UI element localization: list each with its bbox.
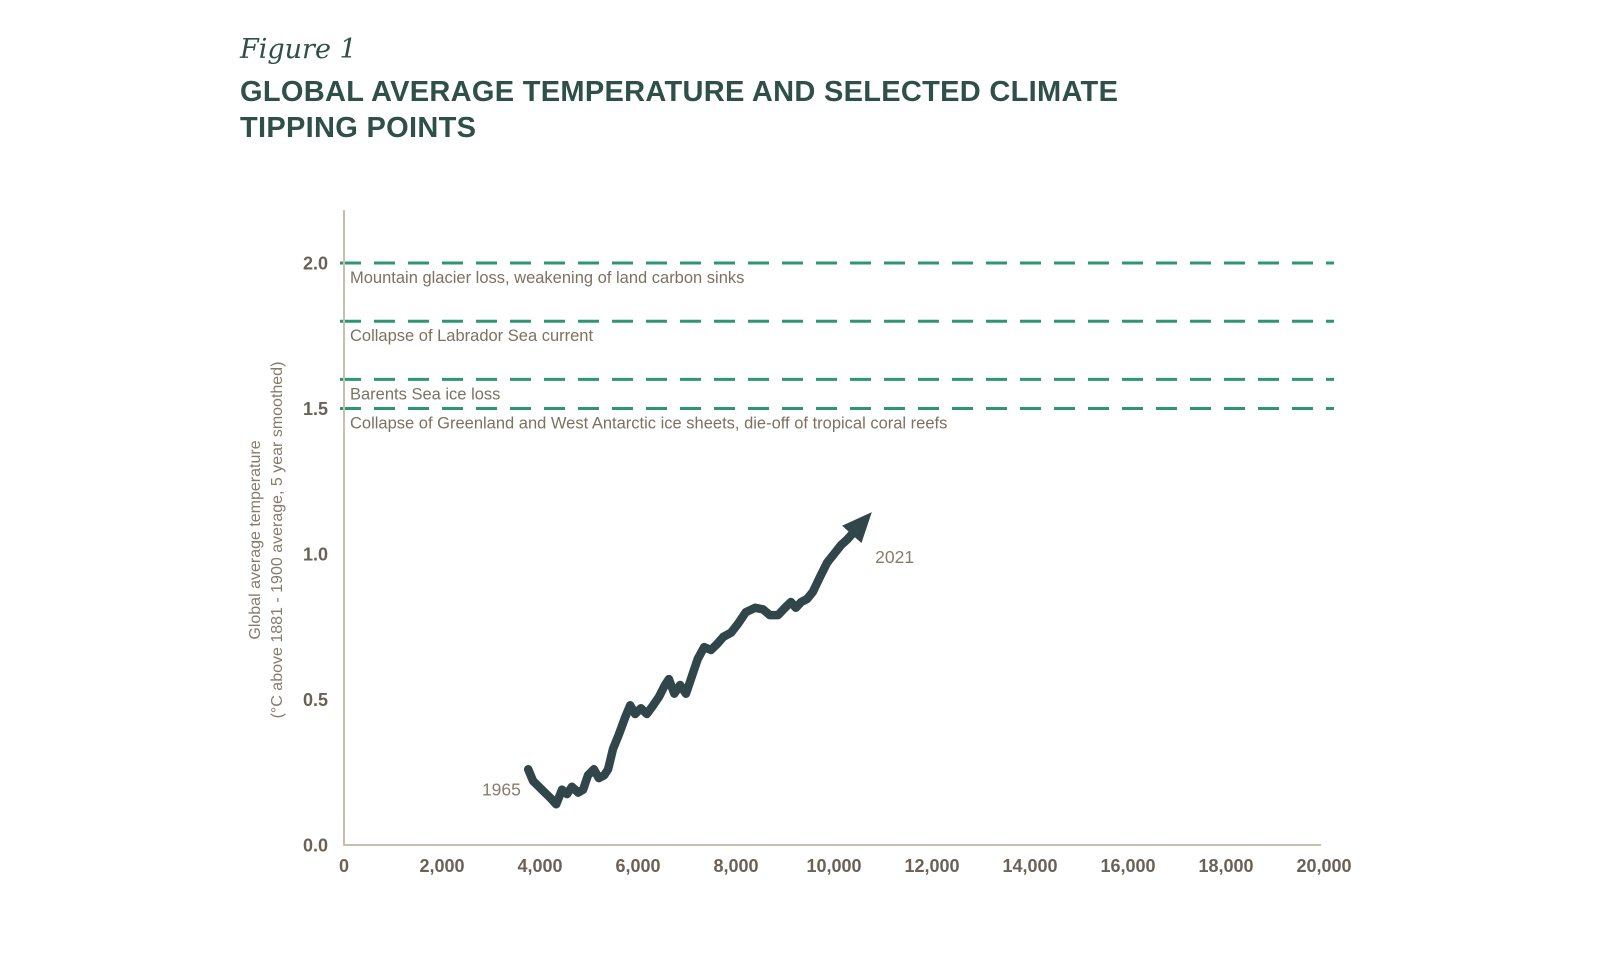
threshold-label: Barents Sea ice loss [350,385,500,403]
x-tick-label: 14,000 [1002,856,1057,876]
threshold-label: Mountain glacier loss, weakening of land… [350,269,744,287]
figure-title-line-2: TIPPING POINTS [240,112,477,144]
x-tick-label: 12,000 [904,856,959,876]
x-tick-label: 4,000 [517,856,562,876]
figure-header: Figure 1 GLOBAL AVERAGE TEMPERATURE AND … [240,34,1140,146]
y-tick-label: 1.0 [303,545,328,565]
temperature-curve [523,512,872,809]
y-tick-label: 1.5 [303,399,328,419]
end-year-label: 2021 [875,547,914,567]
x-tick-label: 0 [339,856,349,876]
figure-number-label: Figure 1 [240,34,357,65]
x-tick-label: 2,000 [419,856,464,876]
figure-title-line-1: GLOBAL AVERAGE TEMPERATURE AND SELECTED … [240,76,1119,108]
x-tick-label: 10,000 [806,856,861,876]
y-axis-title-line-2: (°C above 1881 - 1900 average, 5 year sm… [269,362,286,719]
threshold-label: Collapse of Greenland and West Antarctic… [350,415,947,433]
x-tick-label: 6,000 [615,856,660,876]
y-tick-label: 0.0 [303,836,328,856]
x-tick-label: 16,000 [1100,856,1155,876]
figure-title: GLOBAL AVERAGE TEMPERATURE AND SELECTED … [240,74,1140,146]
y-tick-label: 2.0 [303,254,328,274]
x-tick-label: 20,000 [1296,856,1351,876]
x-tick-label: 8,000 [713,856,758,876]
x-tick-label: 18,000 [1198,856,1253,876]
start-year-label: 1965 [482,780,521,800]
y-tick-label: 0.5 [303,690,328,710]
y-axis-title-line-1: Global average temperature [247,440,264,639]
threshold-label: Collapse of Labrador Sea current [350,327,593,345]
